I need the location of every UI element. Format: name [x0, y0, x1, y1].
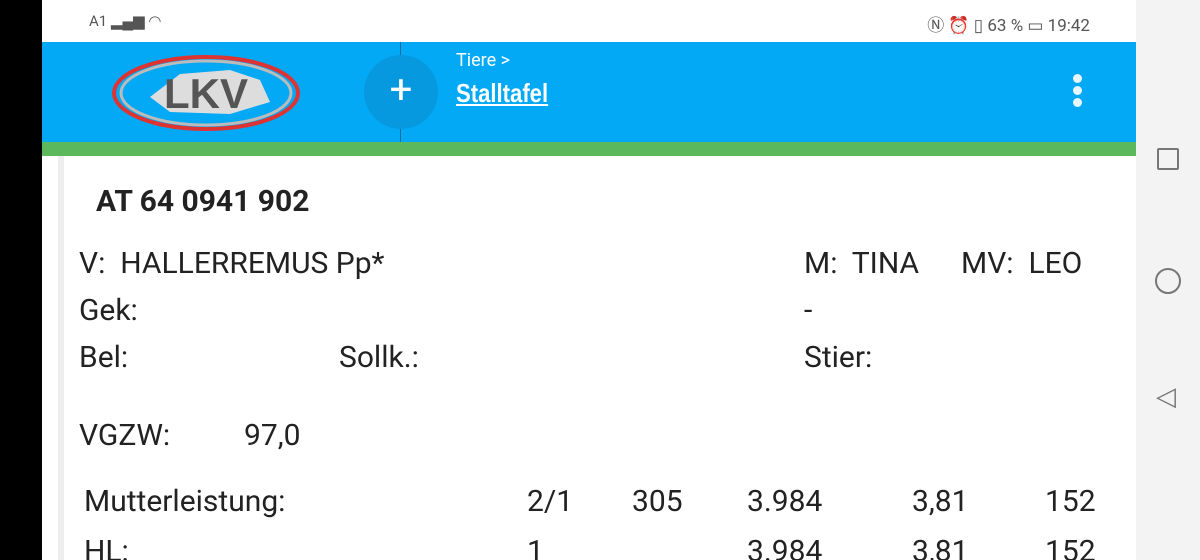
vater-value: HALLERREMUS Pp* [120, 246, 385, 281]
status-bar: A1 ▂▄▆ ◠ Ⓝ ⏰ ▯ 63 % ▭ 19:42 [42, 0, 1136, 42]
battery-icon: ▭ [1027, 16, 1044, 36]
nfc-icon: Ⓝ [927, 16, 945, 36]
cell: 3,81 [912, 484, 969, 519]
recents-button[interactable] [1157, 148, 1179, 170]
screen: A1 ▂▄▆ ◠ Ⓝ ⏰ ▯ 63 % ▭ 19:42 LKV + Tiere … [42, 0, 1136, 560]
cell: 152 [1045, 484, 1096, 519]
battery-percent: 63 % [987, 16, 1024, 36]
row-label: HL: [84, 534, 129, 560]
cell: 3.984 [747, 484, 823, 519]
row-label: Mutterleistung: [84, 484, 286, 519]
vgzw-value: 97,0 [244, 418, 301, 453]
app-bar: LKV + Tiere > Stalltafel [42, 42, 1136, 142]
status-right: Ⓝ ⏰ ▯ 63 % ▭ 19:42 [927, 11, 1090, 36]
breadcrumb[interactable]: Tiere > [456, 50, 511, 71]
home-button[interactable] [1155, 268, 1181, 294]
vater-label: V: [79, 246, 106, 281]
back-button[interactable]: ◁ [1156, 382, 1176, 412]
mutter-label: M: [804, 246, 838, 281]
vibrate-icon: ▯ [973, 16, 984, 36]
lkv-logo[interactable]: LKV [110, 52, 302, 134]
cell: 152 [1045, 534, 1096, 560]
cell: 305 [632, 484, 683, 519]
page-title[interactable]: Stalltafel [456, 78, 549, 108]
cell: 1 [527, 534, 544, 560]
add-button[interactable]: + [364, 55, 438, 129]
mutter-value: TINA [851, 246, 920, 281]
mv-label: MV: [961, 246, 1014, 281]
animal-id: AT 64 0941 902 [96, 184, 310, 219]
alarm-icon: ⏰ [948, 16, 970, 36]
svg-text:LKV: LKV [164, 70, 248, 117]
signal-icon: ▂▄▆ [110, 12, 145, 30]
gek-label: Gek: [79, 293, 138, 328]
vgzw-label: VGZW: [79, 418, 171, 453]
bel-label: Bel: [79, 340, 129, 375]
sollk-label: Sollk.: [339, 340, 419, 375]
more-vert-icon[interactable] [1070, 74, 1084, 110]
mutter: M: TINA [804, 246, 919, 281]
green-band [42, 142, 1136, 156]
mv: MV: LEO [961, 246, 1082, 281]
cell: 2/1 [527, 484, 574, 519]
cell: 3.984 [747, 534, 823, 560]
cell: 3,81 [912, 534, 969, 560]
carrier: A1 ▂▄▆ ◠ [89, 12, 162, 30]
clock: 19:42 [1047, 16, 1090, 36]
system-nav-bar: ◁ [1136, 0, 1200, 560]
vater: V: HALLERREMUS Pp* [79, 246, 384, 281]
gek-value: - [804, 293, 813, 328]
stier-label: Stier: [804, 340, 873, 375]
mv-value: LEO [1028, 246, 1083, 281]
wifi-icon: ◠ [148, 12, 162, 30]
animal-card: AT 64 0941 902 V: HALLERREMUS Pp* M: TIN… [58, 156, 1130, 560]
